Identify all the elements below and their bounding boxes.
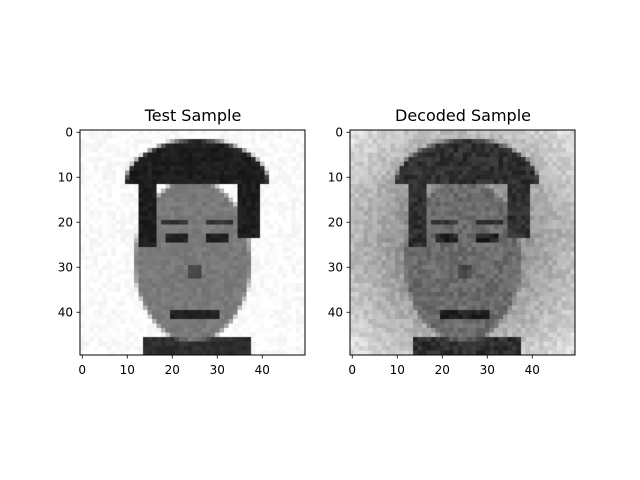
- y-tick-label: 10: [328, 170, 343, 184]
- x-tick-label: 40: [255, 363, 270, 377]
- y-tick-label: 0: [335, 125, 343, 139]
- decoded-sample-image: [350, 130, 575, 355]
- y-tick-label: 40: [58, 305, 73, 319]
- decoded-sample-panel: Decoded Sample 0 10 20 30 40 0 10 20 30 40: [328, 106, 576, 377]
- y-tick-label: 20: [328, 215, 343, 229]
- decoded-sample-y-axis: 0 10 20 30 40: [328, 125, 350, 319]
- x-tick-label: 0: [78, 363, 86, 377]
- y-tick-label: 40: [328, 305, 343, 319]
- test-sample-title: Test Sample: [144, 106, 242, 125]
- test-sample-x-axis: 0 10 20 30 40: [78, 355, 270, 377]
- x-tick-label: 30: [480, 363, 495, 377]
- test-sample-frame: [79, 129, 306, 356]
- decoded-sample-frame: [349, 129, 576, 356]
- x-tick-label: 10: [390, 363, 405, 377]
- x-tick-label: 40: [525, 363, 540, 377]
- x-tick-label: 30: [210, 363, 225, 377]
- y-tick-label: 10: [58, 170, 73, 184]
- decoded-sample-title: Decoded Sample: [395, 106, 531, 125]
- test-sample-y-axis: 0 10 20 30 40: [58, 125, 80, 319]
- y-tick-label: 0: [65, 125, 73, 139]
- y-tick-label: 30: [328, 260, 343, 274]
- y-tick-label: 30: [58, 260, 73, 274]
- x-tick-label: 10: [120, 363, 135, 377]
- test-sample-panel: Test Sample 0 10 20 30 40 0 10 20 30 40: [58, 106, 306, 377]
- x-tick-label: 20: [165, 363, 180, 377]
- x-tick-label: 20: [435, 363, 450, 377]
- decoded-sample-x-axis: 0 10 20 30 40: [348, 355, 540, 377]
- test-sample-image: [80, 130, 305, 355]
- y-tick-label: 20: [58, 215, 73, 229]
- x-tick-label: 0: [348, 363, 356, 377]
